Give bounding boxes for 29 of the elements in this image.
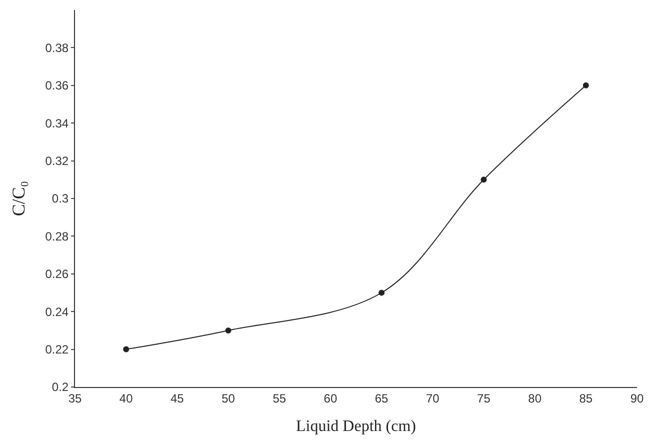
y-tick-label: 0.24	[45, 304, 69, 319]
y-tick-label: 0.26	[45, 267, 69, 282]
point	[123, 346, 130, 352]
y-axis-title: C/C₀	[8, 180, 28, 216]
x-tick-label: 90	[630, 391, 644, 406]
x-tick-label: 70	[426, 391, 440, 406]
point	[480, 176, 487, 183]
y-tick-label: 0.34	[45, 116, 69, 130]
y-tick-label: 0.38	[45, 40, 69, 55]
point	[378, 290, 385, 296]
y-tick-label: 0.3	[52, 192, 69, 206]
y-tick-label: 0.2	[52, 380, 69, 394]
x-tick-label: 85	[579, 391, 593, 406]
x-tick-label: 45	[170, 391, 184, 406]
x-tick-label: 55	[272, 391, 286, 406]
x-tick-label: 40	[119, 391, 134, 406]
y-tick-label: 0.28	[45, 229, 69, 244]
x-axis-title: Liquid Depth (cm)	[296, 418, 416, 436]
point	[582, 82, 589, 88]
y-tick-label: 0.22	[45, 342, 69, 356]
point	[225, 327, 232, 334]
y-tick-label: 0.32	[45, 154, 69, 168]
x-tick-label: 65	[374, 391, 389, 406]
y-tick-label: 0.36	[45, 78, 69, 93]
x-tick-label: 50	[222, 391, 236, 406]
x-tick-label: 60	[324, 391, 338, 406]
x-tick-label: 75	[477, 391, 491, 406]
x-tick-label: 80	[528, 391, 542, 406]
x-tick-label: 35	[68, 391, 82, 406]
